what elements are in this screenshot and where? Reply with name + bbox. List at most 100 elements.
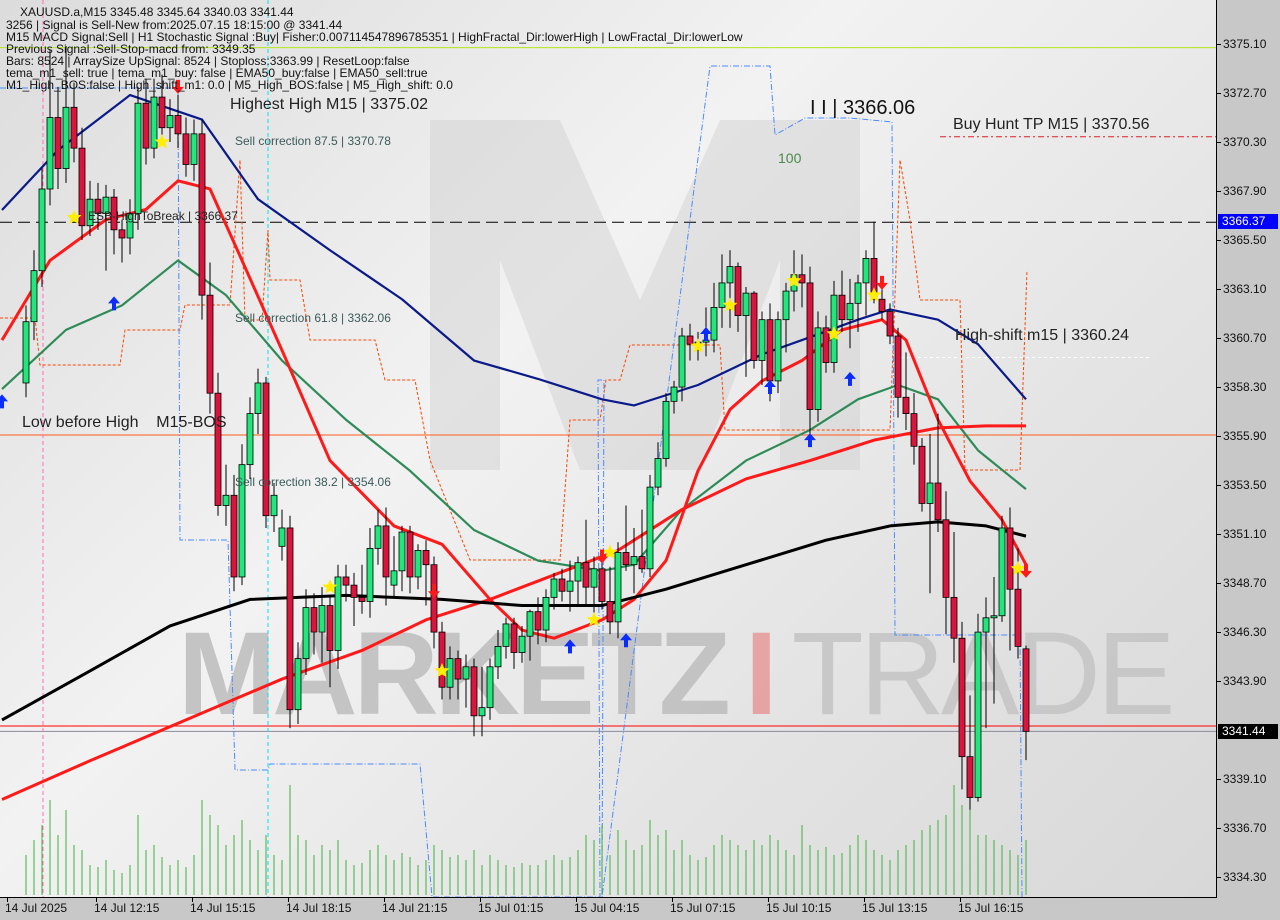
candle-body [838, 294, 846, 321]
candle [46, 50, 54, 206]
candle [758, 311, 766, 386]
price-tick-mark [1217, 289, 1221, 291]
candle [902, 352, 910, 430]
candle-body [510, 623, 518, 653]
candle-body [198, 133, 206, 296]
candle [198, 119, 206, 320]
candle [726, 250, 734, 328]
chart-area[interactable]: MARKETZ I TRADE XAUUSD.a,M15 3345.48 3345.… [0, 0, 1217, 898]
candle [430, 556, 438, 649]
candle [174, 95, 182, 149]
price-tick-mark [1217, 338, 1221, 340]
candle-body [774, 319, 782, 382]
price-tick-label: 3334.30 [1223, 870, 1267, 885]
buy-arrow-icon [764, 380, 776, 395]
candle [662, 393, 670, 467]
price-tick-mark [1217, 632, 1221, 634]
candle-body [918, 445, 926, 504]
candle-body [230, 494, 238, 578]
price-tick-label: 3351.10 [1223, 527, 1267, 542]
candle-body [158, 96, 166, 129]
star-signal-icon [586, 611, 602, 627]
buy-hunt-tp-label: Buy Hunt TP M15 | 3370.56 [953, 116, 1150, 133]
candle-body [686, 335, 694, 345]
candle-body [302, 607, 310, 660]
candle [1022, 645, 1030, 761]
candle-body [166, 115, 174, 129]
candle [542, 589, 550, 643]
candle [454, 650, 462, 700]
time-tick-mark [192, 898, 193, 902]
candle-body [270, 494, 278, 517]
candle-body [30, 270, 38, 323]
candle-body [582, 562, 590, 588]
price-tick-mark [1217, 387, 1221, 389]
candle [278, 509, 286, 561]
candle [398, 525, 406, 592]
candle-body [542, 596, 550, 631]
info-line-macd: M15 MACD Signal:Sell | H1 Stochastic Sig… [6, 30, 743, 44]
candle-body [478, 707, 486, 717]
star-signal-icon [690, 338, 706, 353]
candle [838, 270, 846, 332]
candle-body [1014, 588, 1022, 647]
candle [678, 327, 686, 402]
sell-arrow-icon [1020, 563, 1032, 578]
hundred-label: 100 [778, 150, 802, 166]
candle [638, 509, 646, 573]
candle [470, 658, 478, 737]
esb-level-price-label: 3366.37 [1218, 214, 1278, 230]
star-signal-icon [602, 544, 618, 559]
candle [150, 78, 158, 159]
candle-body [814, 327, 822, 410]
candle [134, 86, 142, 230]
candle-body [894, 335, 902, 398]
candle-body [670, 386, 678, 402]
candle [126, 199, 134, 255]
time-axis[interactable]: 14 Jul 2025 14 Jul 12:15 14 Jul 15:15 14 Ju… [0, 898, 1216, 920]
candle [102, 184, 110, 271]
candle-body [142, 102, 150, 149]
candle [310, 593, 318, 655]
candle-body [878, 298, 886, 312]
time-tick-mark [7, 898, 8, 902]
price-tick-label: 3336.70 [1223, 821, 1267, 836]
candle-body [526, 611, 534, 637]
candle [798, 254, 806, 308]
candle-body [726, 266, 734, 284]
candle-body [758, 319, 766, 361]
time-tick-mark [768, 898, 769, 902]
time-tick-label: 14 Jul 15:15 [190, 901, 256, 915]
candle [414, 544, 422, 590]
candle-body [926, 482, 934, 504]
candle [478, 666, 486, 737]
candle-body [974, 631, 982, 798]
candle [774, 311, 782, 394]
candle-body [590, 568, 598, 588]
candle-body [646, 486, 654, 570]
candle [990, 576, 998, 704]
price-tick-label: 3343.90 [1223, 674, 1267, 689]
candle [630, 527, 638, 594]
candle-body [438, 631, 446, 688]
candle [710, 282, 718, 353]
price-axis[interactable]: 3375.10 3372.70 3370.30 3367.90 3365.50 3363.… [1217, 0, 1280, 897]
candle [70, 82, 78, 163]
time-tick-mark [960, 898, 961, 902]
candle-body [246, 413, 254, 466]
candle-body [310, 607, 318, 633]
candle [166, 99, 174, 143]
candle-body [78, 147, 86, 227]
price-tick-label: 3365.50 [1223, 233, 1267, 248]
time-tick-mark [288, 898, 289, 902]
time-tick-mark [96, 898, 97, 902]
candle-body [406, 531, 414, 578]
candle-body [214, 392, 222, 506]
candle-body [654, 458, 662, 488]
indicator-line-ema-red [0, 179, 1028, 640]
buy-arrow-icon [700, 326, 712, 341]
time-tick-mark [672, 898, 673, 902]
watermark-logo: MARKETZ I TRADE [178, 608, 1176, 740]
candle-body [662, 400, 670, 459]
candle-body [638, 556, 646, 570]
